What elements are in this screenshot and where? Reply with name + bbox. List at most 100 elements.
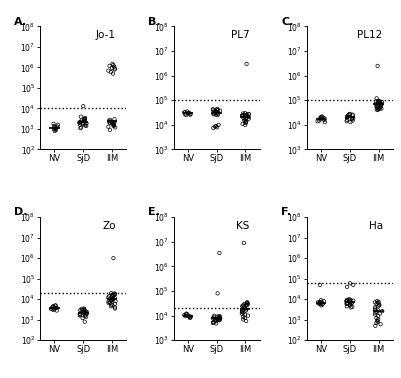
Point xyxy=(321,116,328,122)
Point xyxy=(83,310,90,316)
Point xyxy=(215,107,221,113)
Point xyxy=(82,310,89,316)
Point xyxy=(187,313,194,319)
Point xyxy=(377,105,383,111)
Point xyxy=(372,323,379,329)
Point xyxy=(106,119,113,125)
Point xyxy=(239,113,245,119)
Point xyxy=(111,290,118,296)
Point xyxy=(348,304,354,310)
Point xyxy=(373,95,380,101)
Point xyxy=(110,296,117,302)
Point xyxy=(376,302,383,308)
Point xyxy=(81,117,88,123)
Point xyxy=(54,307,60,313)
Point xyxy=(77,312,83,318)
Point xyxy=(344,297,350,303)
Point xyxy=(79,307,85,313)
Point xyxy=(106,293,112,299)
Point xyxy=(374,318,381,324)
Point xyxy=(344,298,350,304)
Point xyxy=(109,302,115,308)
Point xyxy=(373,104,380,110)
Point xyxy=(239,121,246,127)
Point xyxy=(112,124,118,130)
Point xyxy=(349,304,355,310)
Point xyxy=(83,310,90,316)
Point xyxy=(109,295,116,301)
Point xyxy=(210,319,217,325)
Point xyxy=(344,303,350,309)
Point xyxy=(109,65,115,71)
Point xyxy=(372,307,379,313)
Point xyxy=(77,311,83,317)
Point xyxy=(376,100,383,106)
Point xyxy=(347,297,354,303)
Point xyxy=(377,98,383,104)
Point xyxy=(213,318,220,324)
Point xyxy=(346,302,353,308)
Point xyxy=(317,115,323,121)
Point xyxy=(112,304,118,310)
Point xyxy=(215,111,221,117)
Point xyxy=(54,124,61,130)
Point xyxy=(347,111,353,117)
Point xyxy=(212,124,219,130)
Point xyxy=(53,127,59,133)
Point xyxy=(317,282,323,288)
Point xyxy=(81,118,87,124)
Point xyxy=(379,99,385,105)
Point xyxy=(81,319,88,325)
Point xyxy=(375,319,381,325)
Point xyxy=(216,250,223,256)
Point xyxy=(315,299,321,305)
Point xyxy=(217,315,223,321)
Point xyxy=(246,116,252,122)
Point xyxy=(107,120,113,126)
Point xyxy=(110,62,116,68)
Point xyxy=(241,315,248,321)
Point xyxy=(378,105,385,112)
Point xyxy=(375,313,381,319)
Point xyxy=(52,302,59,308)
Text: E.: E. xyxy=(148,207,160,217)
Point xyxy=(244,299,250,305)
Point xyxy=(49,304,56,310)
Point xyxy=(240,310,247,316)
Text: C.: C. xyxy=(281,17,294,26)
Point xyxy=(375,107,381,113)
Point xyxy=(107,299,113,305)
Point xyxy=(76,120,83,126)
Point xyxy=(109,296,115,302)
Text: F.: F. xyxy=(281,207,291,217)
Point xyxy=(80,120,87,126)
Point xyxy=(374,103,381,109)
Point xyxy=(243,308,249,314)
Point xyxy=(217,108,223,114)
Point xyxy=(52,125,59,131)
Point xyxy=(240,110,246,116)
Point xyxy=(181,110,187,116)
Point xyxy=(187,314,194,320)
Point xyxy=(109,293,115,299)
Point xyxy=(105,300,112,306)
Point xyxy=(110,255,117,261)
Point xyxy=(372,305,378,311)
Point xyxy=(349,118,356,124)
Point xyxy=(213,108,219,114)
Point xyxy=(314,118,321,124)
Point xyxy=(108,303,114,309)
Point xyxy=(244,300,251,306)
Point xyxy=(77,307,83,313)
Point xyxy=(373,101,379,107)
Point xyxy=(375,100,381,106)
Point xyxy=(375,307,381,313)
Point xyxy=(183,112,189,118)
Point xyxy=(210,111,217,117)
Point xyxy=(53,303,59,309)
Point xyxy=(210,125,217,131)
Point xyxy=(109,61,116,67)
Point xyxy=(347,298,353,304)
Point xyxy=(51,305,57,311)
Point xyxy=(378,101,384,107)
